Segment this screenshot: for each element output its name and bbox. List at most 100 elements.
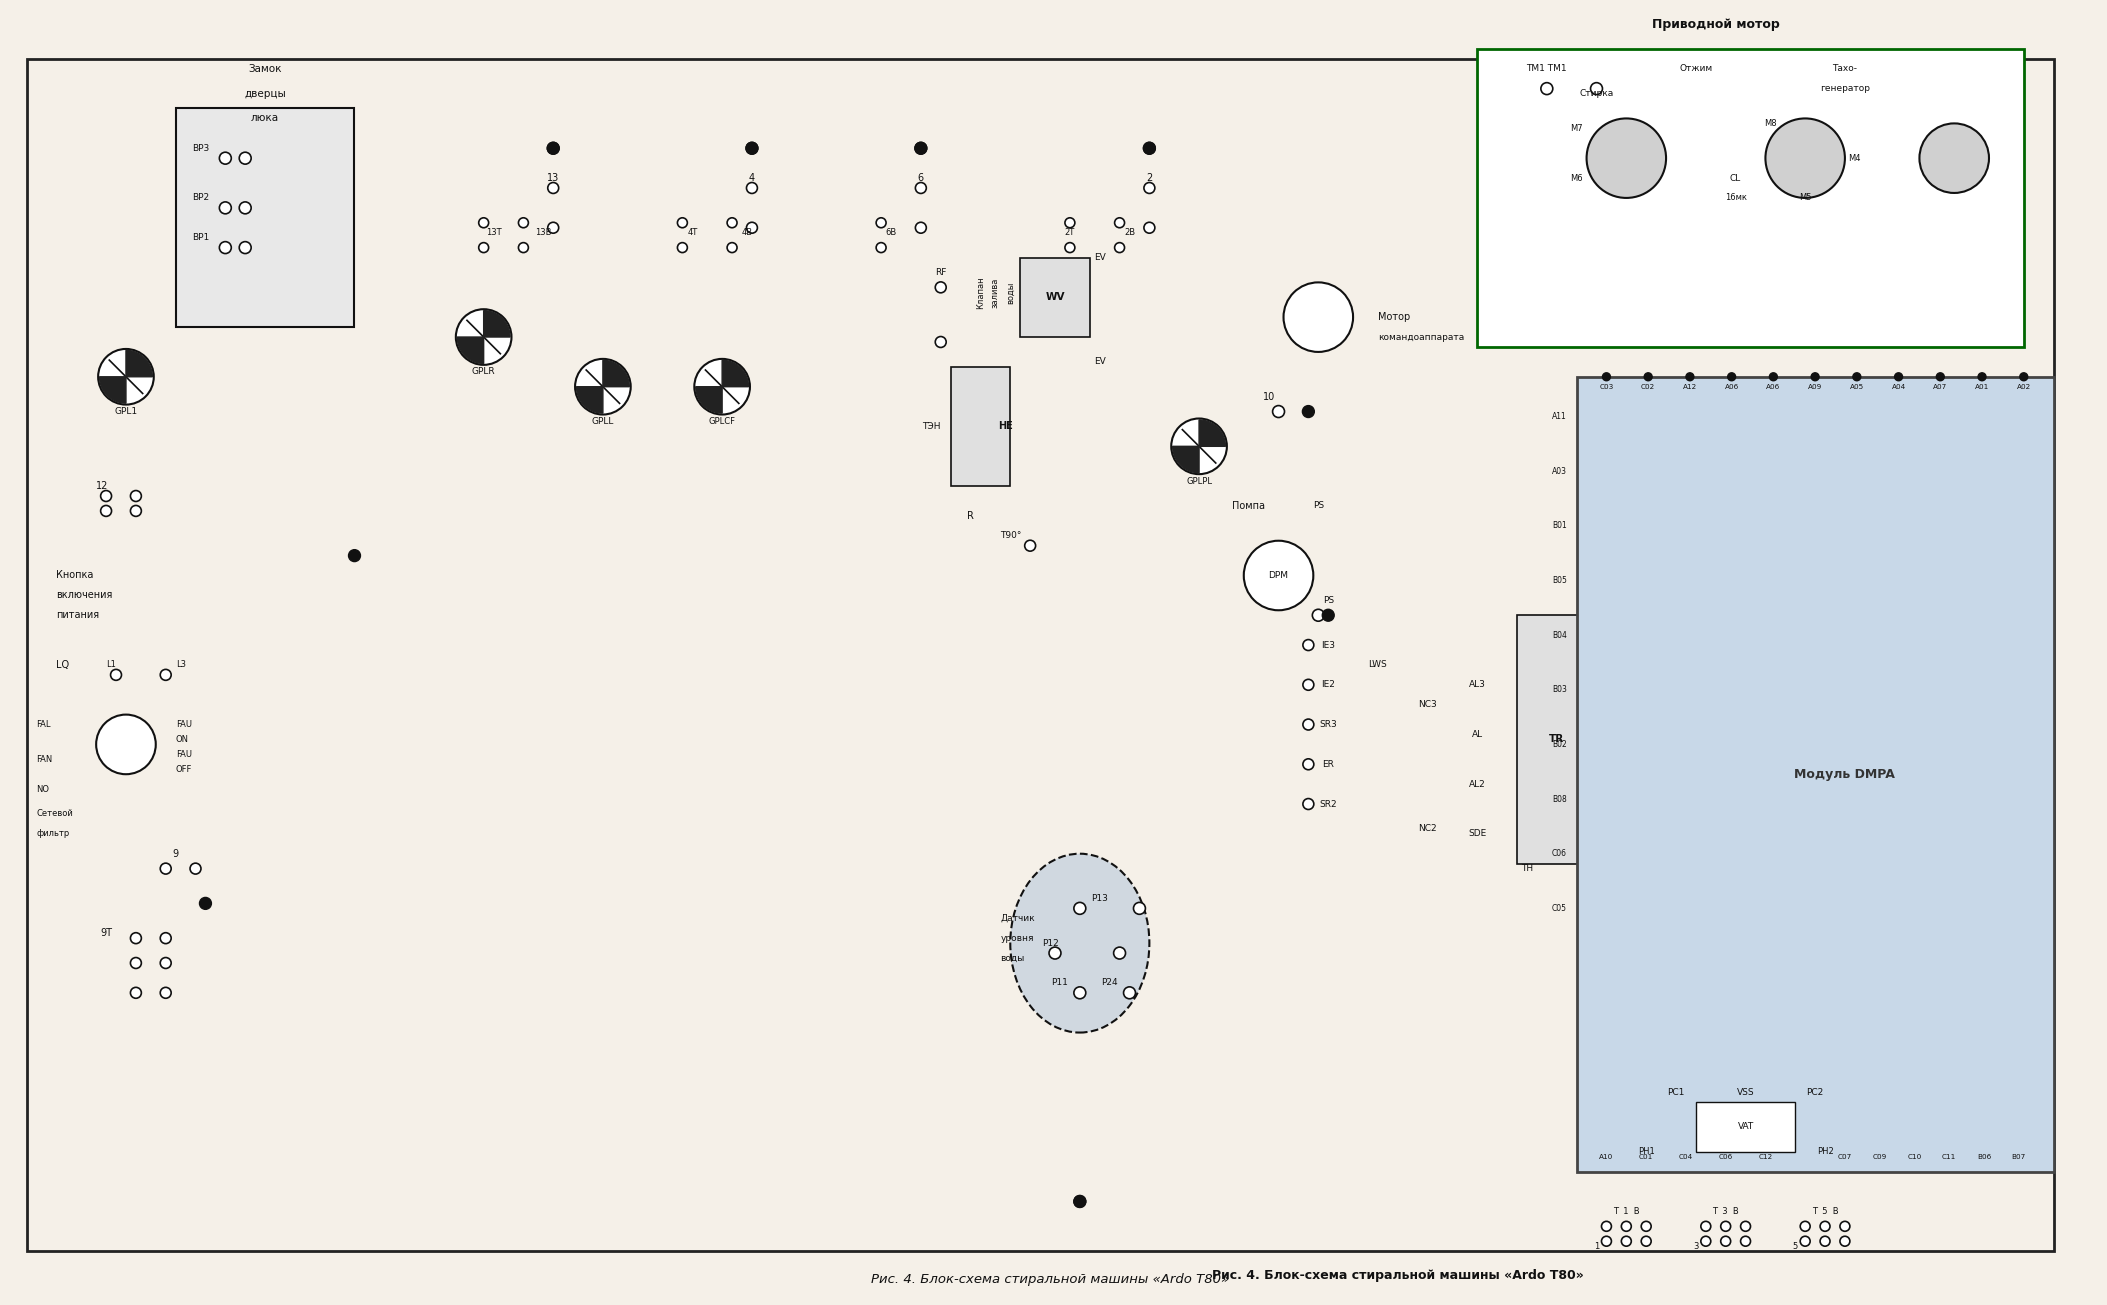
Text: GPLCF: GPLCF xyxy=(708,418,735,425)
Text: DPM: DPM xyxy=(1268,572,1289,579)
FancyBboxPatch shape xyxy=(950,367,1009,485)
Text: FAU: FAU xyxy=(175,720,192,729)
Text: M4: M4 xyxy=(1848,154,1860,163)
Circle shape xyxy=(1302,799,1315,809)
Text: L3: L3 xyxy=(175,660,185,669)
Text: NC3: NC3 xyxy=(1418,701,1437,709)
Text: НЕ: НЕ xyxy=(999,422,1013,432)
Text: VSS: VSS xyxy=(1736,1087,1755,1096)
Circle shape xyxy=(1273,406,1285,418)
Text: GPLR: GPLR xyxy=(472,367,495,376)
Text: B02: B02 xyxy=(1553,740,1568,749)
Circle shape xyxy=(160,933,171,944)
Text: PS: PS xyxy=(1313,501,1323,510)
FancyBboxPatch shape xyxy=(175,108,354,328)
Circle shape xyxy=(110,669,122,680)
Circle shape xyxy=(1978,373,1987,381)
Circle shape xyxy=(478,243,489,253)
Circle shape xyxy=(1622,1236,1631,1246)
Text: B03: B03 xyxy=(1553,685,1568,694)
Circle shape xyxy=(1075,1195,1085,1207)
Text: GPL1: GPL1 xyxy=(114,407,137,416)
Circle shape xyxy=(101,505,112,517)
Text: C06: C06 xyxy=(1719,1154,1732,1160)
Text: 10: 10 xyxy=(1262,392,1275,402)
Text: Клапан: Клапан xyxy=(976,275,984,308)
Text: воды: воды xyxy=(1001,954,1024,963)
Text: B05: B05 xyxy=(1553,576,1568,585)
Text: ER: ER xyxy=(1323,760,1334,769)
Text: RF: RF xyxy=(936,268,946,277)
Circle shape xyxy=(746,142,759,154)
Text: L1: L1 xyxy=(105,660,116,669)
Text: SR2: SR2 xyxy=(1319,800,1338,809)
Circle shape xyxy=(455,309,512,365)
Circle shape xyxy=(1302,758,1315,770)
Circle shape xyxy=(695,359,750,415)
Text: IE2: IE2 xyxy=(1321,680,1336,689)
Text: Модуль DMPA: Модуль DMPA xyxy=(1795,767,1896,780)
Text: B06: B06 xyxy=(1976,1154,1991,1160)
Text: 13: 13 xyxy=(548,174,558,183)
Circle shape xyxy=(1064,243,1075,253)
Text: P13: P13 xyxy=(1091,894,1108,903)
Circle shape xyxy=(1144,222,1155,234)
Circle shape xyxy=(727,243,737,253)
Text: 6B: 6B xyxy=(885,228,898,238)
Text: A07: A07 xyxy=(1934,384,1947,390)
Text: 9T: 9T xyxy=(101,928,112,938)
Circle shape xyxy=(1323,609,1334,621)
Text: ON: ON xyxy=(175,735,190,744)
FancyBboxPatch shape xyxy=(1477,48,2023,347)
Circle shape xyxy=(1894,373,1903,381)
Text: 2: 2 xyxy=(1146,174,1153,183)
Text: PH2: PH2 xyxy=(1816,1147,1833,1156)
Circle shape xyxy=(1144,183,1155,193)
Circle shape xyxy=(548,222,558,234)
Text: фильтр: фильтр xyxy=(36,830,70,838)
Text: B01: B01 xyxy=(1553,521,1568,530)
Circle shape xyxy=(1740,1221,1751,1232)
FancyBboxPatch shape xyxy=(1020,257,1089,337)
Circle shape xyxy=(548,142,558,154)
Text: PH1: PH1 xyxy=(1637,1147,1654,1156)
Text: 4B: 4B xyxy=(742,228,752,238)
Text: A01: A01 xyxy=(1974,384,1989,390)
Circle shape xyxy=(1587,119,1667,198)
Text: C11: C11 xyxy=(1943,1154,1957,1160)
Text: WM: WM xyxy=(1795,153,1816,163)
Text: AL: AL xyxy=(1471,729,1483,739)
Text: Замок: Замок xyxy=(249,64,282,74)
Circle shape xyxy=(518,243,529,253)
Circle shape xyxy=(914,222,927,234)
Text: A12: A12 xyxy=(1683,384,1696,390)
Circle shape xyxy=(1799,1221,1810,1232)
Circle shape xyxy=(160,988,171,998)
Text: SDE: SDE xyxy=(1469,830,1485,838)
Circle shape xyxy=(160,958,171,968)
Circle shape xyxy=(1852,373,1860,381)
Text: 9: 9 xyxy=(173,848,179,859)
Text: FAU: FAU xyxy=(175,750,192,758)
Circle shape xyxy=(1601,1236,1612,1246)
FancyBboxPatch shape xyxy=(1576,377,2054,1172)
Ellipse shape xyxy=(1009,853,1150,1032)
Circle shape xyxy=(160,669,171,680)
Polygon shape xyxy=(577,386,603,414)
Text: воды: воды xyxy=(1005,281,1016,304)
Circle shape xyxy=(240,153,251,164)
Text: ВР2: ВР2 xyxy=(192,193,209,202)
Polygon shape xyxy=(1174,446,1199,472)
Text: T  3  B: T 3 B xyxy=(1713,1207,1738,1216)
Text: B04: B04 xyxy=(1553,630,1568,639)
Circle shape xyxy=(1700,1221,1711,1232)
Circle shape xyxy=(1313,609,1325,621)
Text: C03: C03 xyxy=(1599,384,1614,390)
Text: OFF: OFF xyxy=(175,765,192,774)
Text: командоаппарата: командоаппарата xyxy=(1378,333,1464,342)
Text: C01: C01 xyxy=(1639,1154,1654,1160)
Circle shape xyxy=(1540,82,1553,94)
Circle shape xyxy=(746,222,756,234)
Circle shape xyxy=(240,202,251,214)
Circle shape xyxy=(1123,987,1136,998)
